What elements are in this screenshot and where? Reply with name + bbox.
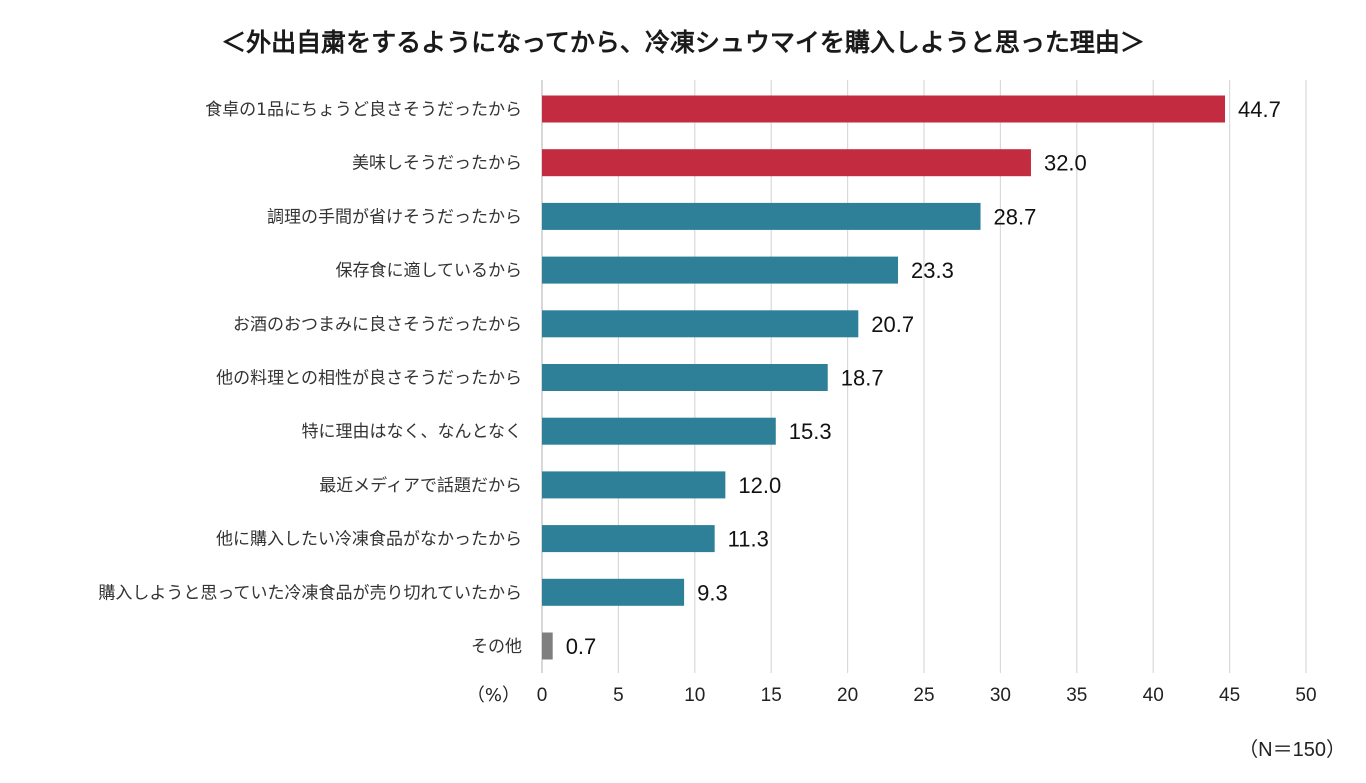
category-labels: 食卓の1品にちょうど良さそうだったから美味しそうだったから調理の手間が省けそうだ… <box>98 100 522 657</box>
bar-5 <box>542 310 859 338</box>
x-tick-label: 50 <box>1295 685 1316 706</box>
category-label: 他の料理との相性が良さそうだったから <box>216 369 522 389</box>
category-label: 他に購入したい冷凍食品がなかったから <box>216 530 522 550</box>
sample-size-note: （N＝150） <box>1238 738 1346 761</box>
category-label: 購入しようと思っていた冷凍食品が売り切れていたから <box>98 583 522 603</box>
value-label: 32.0 <box>1044 151 1087 176</box>
grid-lines <box>541 80 1307 673</box>
value-labels: 44.7 32.0 28.7 23.3 20.7 18.7 15.3 12.0 11.3 9.3 0… <box>566 97 1281 659</box>
category-label: 食卓の1品にちょうど良さそうだったから <box>205 100 522 120</box>
category-label: 保存食に適しているから <box>336 261 523 281</box>
bar-2 <box>542 149 1031 177</box>
chart-title: ＜外出自粛をするようになってから、冷凍シュウマイを購入しようと思った理由＞ <box>221 28 1145 57</box>
x-tick-label: 40 <box>1143 685 1164 706</box>
bars <box>542 95 1226 660</box>
x-tick-labels: 0 5 10 15 20 25 30 35 40 45 50 <box>537 685 1317 706</box>
category-label: お酒のおつまみに良さそうだったから <box>233 315 522 335</box>
x-tick-label: 20 <box>837 685 858 706</box>
bar-4 <box>542 256 899 284</box>
value-label: 44.7 <box>1238 97 1281 122</box>
value-label: 11.3 <box>728 527 769 552</box>
bar-7 <box>542 417 776 445</box>
x-tick-label: 5 <box>613 685 624 706</box>
x-tick-label: 35 <box>1066 685 1087 706</box>
bar-3 <box>542 202 981 230</box>
x-tick-label: 10 <box>684 685 705 706</box>
value-label: 23.3 <box>911 258 954 283</box>
category-label: 調理の手間が省けそうだったから <box>267 207 522 227</box>
category-label: 美味しそうだったから <box>352 154 522 174</box>
category-label: 特に理由はなく、なんとなく <box>302 422 523 442</box>
x-tick-label: 45 <box>1219 685 1240 706</box>
value-label: 20.7 <box>871 312 914 337</box>
value-label: 9.3 <box>697 580 728 605</box>
bar-6 <box>542 364 828 391</box>
value-label: 18.7 <box>841 366 884 391</box>
value-label: 0.7 <box>566 634 597 659</box>
x-tick-label: 15 <box>761 685 782 706</box>
bar-1 <box>542 95 1226 123</box>
bar-9 <box>542 525 715 553</box>
value-label: 15.3 <box>789 419 832 444</box>
bar-10 <box>542 578 685 606</box>
x-axis-unit-label: （%） <box>467 685 520 706</box>
x-tick-label: 25 <box>913 685 934 706</box>
x-tick-label: 0 <box>537 685 548 706</box>
value-label: 12.0 <box>738 473 781 498</box>
category-label: 最近メディアで話題だから <box>319 475 522 496</box>
bar-8 <box>542 471 726 499</box>
x-tick-label: 30 <box>990 685 1011 706</box>
value-label: 28.7 <box>994 204 1037 229</box>
bar-11 <box>542 632 553 660</box>
category-label: その他 <box>471 637 522 657</box>
